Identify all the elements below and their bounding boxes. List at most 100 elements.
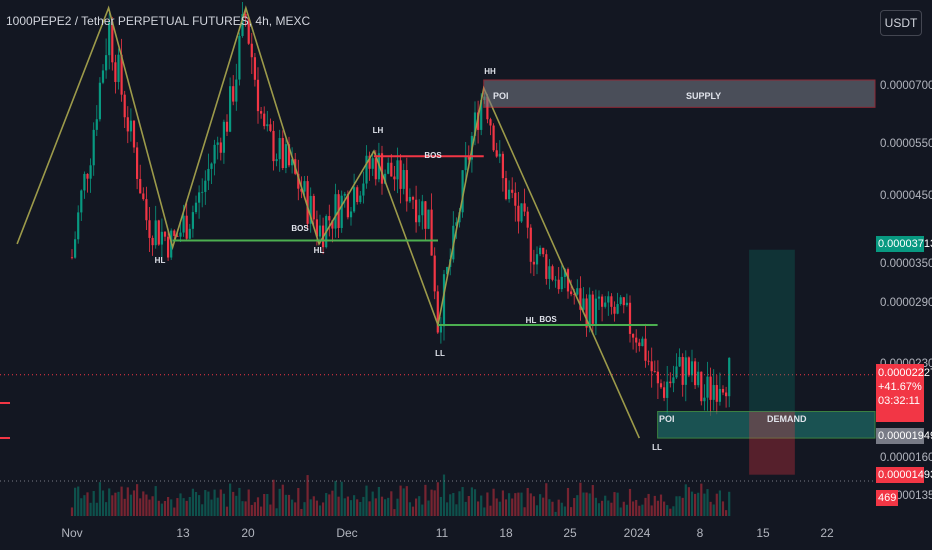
candle-body bbox=[92, 129, 95, 166]
currency-button[interactable]: USDT bbox=[880, 10, 922, 36]
candle-body bbox=[514, 192, 517, 206]
volume-bar bbox=[700, 483, 703, 516]
candle-body bbox=[647, 360, 650, 362]
volume-bar bbox=[672, 506, 675, 516]
candle-body bbox=[365, 155, 368, 184]
volume-bar bbox=[179, 493, 182, 516]
volume-bar bbox=[126, 487, 129, 516]
volume-bar bbox=[545, 483, 548, 516]
volume-bar bbox=[359, 502, 362, 516]
candle-body bbox=[154, 220, 157, 246]
candle-body bbox=[182, 215, 185, 233]
volume-bar bbox=[678, 496, 681, 516]
volume-bar bbox=[77, 486, 80, 516]
volume-bar bbox=[430, 489, 433, 516]
volume-bar bbox=[201, 504, 204, 516]
candle-body bbox=[111, 21, 114, 63]
volume-bar bbox=[442, 474, 446, 516]
volume-bar bbox=[411, 506, 415, 516]
volume-bar bbox=[684, 484, 687, 516]
volume-bar bbox=[520, 492, 523, 516]
candle-body bbox=[263, 113, 266, 127]
candle-body bbox=[427, 209, 430, 229]
candle-body bbox=[343, 193, 346, 196]
candle-body bbox=[678, 357, 681, 367]
candle-body bbox=[442, 274, 446, 327]
volume-bar bbox=[260, 506, 263, 516]
swing-label: LL bbox=[652, 443, 662, 452]
swing-label: HL bbox=[154, 256, 166, 265]
candle-body bbox=[439, 326, 442, 333]
volume-bar bbox=[607, 500, 610, 516]
candle-body bbox=[433, 255, 436, 292]
date-tick: Nov bbox=[61, 526, 83, 540]
volume-bar bbox=[548, 499, 551, 516]
volume-bar bbox=[529, 493, 532, 516]
candle-body bbox=[709, 376, 712, 400]
volume-bar bbox=[80, 498, 83, 516]
volume-bar bbox=[523, 507, 526, 516]
candle-body bbox=[77, 212, 80, 240]
candle-body bbox=[346, 193, 349, 218]
candle-body bbox=[628, 302, 632, 334]
candle-body bbox=[194, 202, 198, 213]
candle-body bbox=[74, 239, 77, 258]
volume-bar bbox=[250, 504, 253, 516]
candle-body bbox=[284, 144, 287, 169]
candle-body bbox=[446, 267, 449, 275]
volume-bar bbox=[204, 490, 207, 516]
candle-body bbox=[582, 298, 585, 310]
candle-body bbox=[353, 187, 356, 212]
volume-bar bbox=[399, 485, 402, 516]
candle-body bbox=[706, 376, 709, 398]
candle-body bbox=[622, 297, 625, 306]
candle-body bbox=[607, 296, 610, 303]
volume-bar bbox=[408, 502, 411, 516]
volume-bar bbox=[377, 486, 380, 516]
volume-bar bbox=[632, 501, 635, 516]
volume-bar bbox=[368, 501, 371, 516]
candle-body bbox=[715, 385, 718, 402]
swing-label: LL bbox=[435, 349, 445, 358]
candle-body bbox=[253, 57, 256, 80]
volume-bar bbox=[263, 494, 266, 516]
volume-bar bbox=[163, 500, 167, 516]
volume-bar bbox=[188, 497, 191, 516]
volume-bar bbox=[92, 491, 95, 516]
volume-bar bbox=[275, 508, 278, 516]
volume-bar bbox=[210, 499, 213, 516]
volume-bar bbox=[325, 493, 328, 516]
volume-bar bbox=[591, 485, 594, 516]
volume-bar bbox=[207, 491, 210, 516]
candle-body bbox=[101, 70, 105, 83]
volume-bar bbox=[402, 488, 405, 516]
volume-bar bbox=[666, 505, 669, 516]
candle-body bbox=[232, 86, 235, 102]
volume-bar bbox=[681, 497, 684, 516]
candle-body bbox=[411, 197, 415, 200]
supply-label: SUPPLY bbox=[686, 91, 722, 101]
volume-bar bbox=[198, 495, 201, 516]
candle-body bbox=[318, 225, 322, 237]
candle-body bbox=[368, 155, 371, 169]
volume-bar bbox=[452, 492, 455, 516]
poi-label: POI bbox=[659, 414, 675, 424]
volume-bar bbox=[573, 498, 576, 516]
candle-body bbox=[532, 261, 535, 265]
candle-body bbox=[188, 228, 191, 239]
candle-body bbox=[83, 173, 86, 191]
volume-bar bbox=[380, 496, 384, 516]
volume-bar bbox=[619, 507, 622, 516]
candle-body bbox=[278, 138, 281, 160]
candle-body bbox=[591, 294, 594, 324]
volume-bar bbox=[455, 504, 458, 516]
candle-body bbox=[114, 62, 117, 82]
volume-bar bbox=[328, 494, 331, 516]
volume-bar bbox=[563, 506, 566, 516]
volume-bar bbox=[340, 481, 343, 516]
volume-bar bbox=[349, 500, 353, 516]
left-edge-marker bbox=[0, 402, 10, 404]
candle-body bbox=[120, 54, 123, 95]
